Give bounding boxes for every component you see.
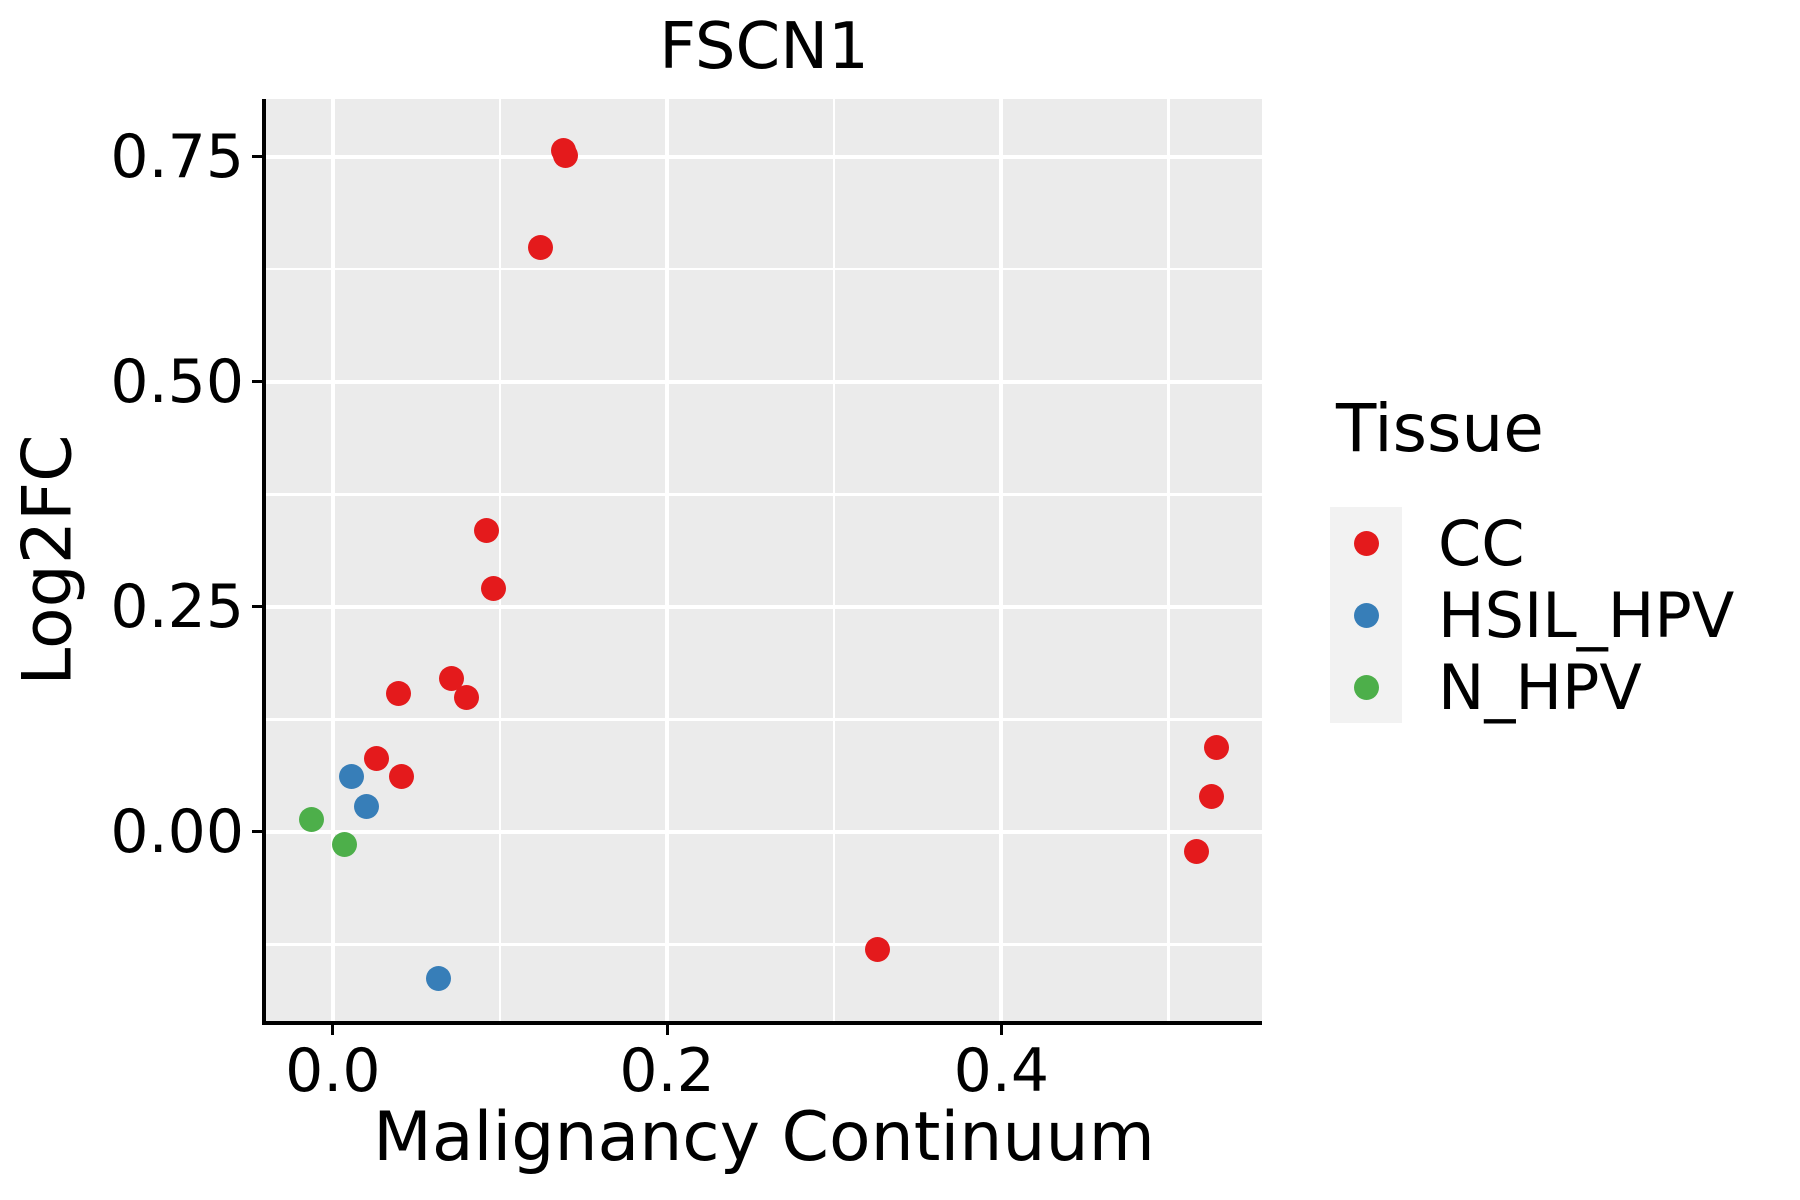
y-tick-label: 0.00: [110, 796, 244, 867]
legend-item: HSIL_HPV: [1330, 578, 1735, 652]
data-point-cc: [552, 143, 578, 169]
gridline-major-horizontal: [266, 379, 1262, 384]
data-point-n_hpv: [332, 832, 358, 858]
data-point-n_hpv: [298, 806, 324, 832]
chart-title: FSCN1: [659, 10, 869, 84]
data-point-cc: [388, 764, 414, 790]
legend-items: CC HSIL_HPV N_HPV: [1330, 506, 1735, 724]
data-point-cc: [527, 235, 553, 261]
gridline-minor-vertical: [1167, 99, 1170, 1021]
y-tick-label: 0.75: [110, 121, 244, 192]
gridline-minor-horizontal: [266, 267, 1262, 271]
x-tick-mark: [999, 1025, 1003, 1035]
data-point-cc: [1204, 734, 1230, 760]
legend-item: N_HPV: [1330, 650, 1734, 724]
gridline-minor-vertical: [832, 99, 836, 1021]
legend-swatch-icon: [1353, 602, 1379, 628]
legend-item-label: HSIL_HPV: [1438, 578, 1735, 652]
data-point-cc: [865, 937, 891, 963]
x-tick-label: 0.2: [619, 1036, 715, 1106]
data-point-cc: [454, 685, 480, 711]
y-tick-mark: [252, 380, 262, 384]
x-tick-mark: [665, 1025, 669, 1035]
legend: Tissue CC HSIL_HPV N_HPV: [1330, 390, 1735, 724]
data-point-cc: [1199, 784, 1225, 810]
y-tick-label: 0.25: [110, 571, 244, 642]
legend-item-label: CC: [1438, 506, 1525, 580]
gridline-minor-vertical: [498, 99, 502, 1021]
gridline-major-vertical: [999, 99, 1004, 1021]
data-point-cc: [385, 680, 411, 706]
plot-panel: [266, 99, 1262, 1021]
gridline-minor-horizontal: [266, 493, 1262, 496]
gridline-major-vertical: [665, 99, 670, 1021]
legend-title: Tissue: [1336, 390, 1544, 467]
gridline-minor-horizontal: [266, 943, 1262, 946]
data-point-cc: [480, 576, 506, 602]
data-point-cc: [1184, 839, 1210, 865]
legend-swatch-icon: [1353, 530, 1379, 556]
legend-key: [1330, 651, 1402, 723]
y-tick-mark: [252, 155, 262, 159]
data-point-cc: [474, 517, 500, 543]
gridline-major-horizontal: [266, 829, 1262, 834]
y-tick-mark: [252, 605, 262, 609]
y-axis-title: Log2FC: [8, 434, 88, 686]
legend-key: [1330, 579, 1402, 651]
x-tick-label: 0.4: [953, 1036, 1049, 1106]
legend-key: [1330, 507, 1402, 579]
x-tick-mark: [331, 1025, 335, 1035]
x-axis-title: Malignancy Continuum: [373, 1098, 1155, 1177]
y-tick-label: 0.50: [110, 346, 244, 417]
data-point-cc: [363, 745, 389, 771]
data-point-hsil_hpv: [425, 966, 451, 992]
data-point-hsil_hpv: [338, 764, 364, 790]
legend-item: CC: [1330, 506, 1734, 580]
x-tick-label: 0.0: [285, 1036, 381, 1106]
y-axis-line: [262, 99, 266, 1025]
legend-item-label: N_HPV: [1438, 650, 1642, 724]
gridline-major-horizontal: [266, 154, 1262, 159]
y-tick-mark: [252, 830, 262, 834]
gridline-major-horizontal: [266, 604, 1262, 609]
legend-swatch-icon: [1353, 674, 1379, 700]
x-axis-line: [262, 1021, 1262, 1025]
data-point-hsil_hpv: [353, 794, 379, 820]
gridline-major-vertical: [330, 99, 335, 1021]
gridline-minor-horizontal: [266, 718, 1262, 721]
